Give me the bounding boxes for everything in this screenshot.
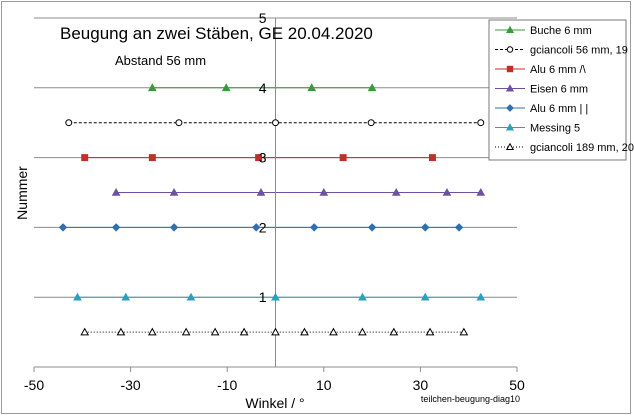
footer-label: teilchen-beugung-diag10 [421,394,520,404]
data-point [476,187,486,196]
data-point [251,223,261,232]
x-tick-label: -10 [217,377,237,393]
y-tick-label: 2 [259,219,267,235]
data-point [476,292,486,301]
data-point [111,223,121,232]
x-axis-label: Winkel / ° [245,395,304,411]
data-point [271,327,280,336]
data-point [65,119,73,127]
y-tick-label: 4 [259,80,267,96]
data-point [221,83,231,92]
data-point [271,292,280,301]
x-tick-label: -30 [120,377,140,393]
data-point [116,327,126,336]
y-tick-label: 3 [259,150,267,166]
chart-subtitle: Abstand 56 mm [115,53,206,68]
legend-marker [506,46,514,53]
data-point [367,223,377,232]
tick-labels: -50 -30 -10 10 30 50 1 2 3 4 5 [24,10,525,393]
data-point [81,154,89,162]
data-point [477,119,485,127]
data-point [255,154,263,162]
data-point [319,187,329,196]
y-tick-label: 5 [259,10,267,26]
legend-marker [506,65,514,73]
data-point [111,187,121,196]
data-point [459,327,469,336]
x-tick-label: 30 [413,377,429,393]
data-point [148,154,156,162]
legend-label: Alu 6 mm | | [530,103,588,115]
axes [33,18,518,372]
data-point [425,327,435,336]
legend-marker [505,84,515,92]
legend-marker [505,123,515,131]
legend-label: Buche 6 mm [530,25,592,37]
x-tick-label: 50 [509,377,525,393]
y-axis-label: Nummer [14,166,30,220]
data-point [309,223,319,232]
legend: Buche 6 mm gciancoli 56 mm, 19 Alu 6 mm /\… [488,19,634,161]
data-point [169,187,179,196]
legend-marker [506,104,514,112]
data-point [339,154,347,162]
legend-marker [505,25,515,34]
data-point [421,223,430,232]
data-point [181,327,191,336]
legend-label: gciancoli 56 mm, 19 [530,45,628,57]
y-tick-label: 1 [259,289,267,305]
legend-label: gciancoli 189 mm, 20 [530,142,634,154]
data-point [186,292,196,301]
data-point [429,154,436,162]
data-point [391,187,401,196]
data-point [256,187,266,196]
data-point [358,327,367,336]
legend-marker [505,142,515,151]
data-point [147,83,157,92]
x-tick-label: -50 [24,377,44,393]
data-point [367,83,377,92]
data-point [272,119,279,127]
data-point [420,292,430,301]
chart-title: Beugung an zwei Stäben, GE 20.04.2020 [60,24,373,43]
data-point [210,327,220,336]
data-point [147,327,157,336]
legend-label: Alu 6 mm /\ [530,64,587,76]
data-point [367,119,375,127]
data-point [169,223,179,232]
legend-label: Messing 5 [530,123,580,135]
data-point [307,83,317,92]
data-point [73,292,82,301]
data-point [329,327,338,336]
data-markers [58,83,486,336]
data-point [358,292,367,301]
x-tick-label: 10 [316,377,332,393]
data-point [389,327,399,336]
data-point [80,327,90,336]
data-point [300,327,309,336]
data-point [239,327,249,336]
legend-label: Eisen 6 mm [530,84,588,96]
data-point [442,187,452,196]
data-point [121,292,131,301]
data-point [175,119,183,127]
data-point [454,223,464,232]
data-point [58,223,68,232]
